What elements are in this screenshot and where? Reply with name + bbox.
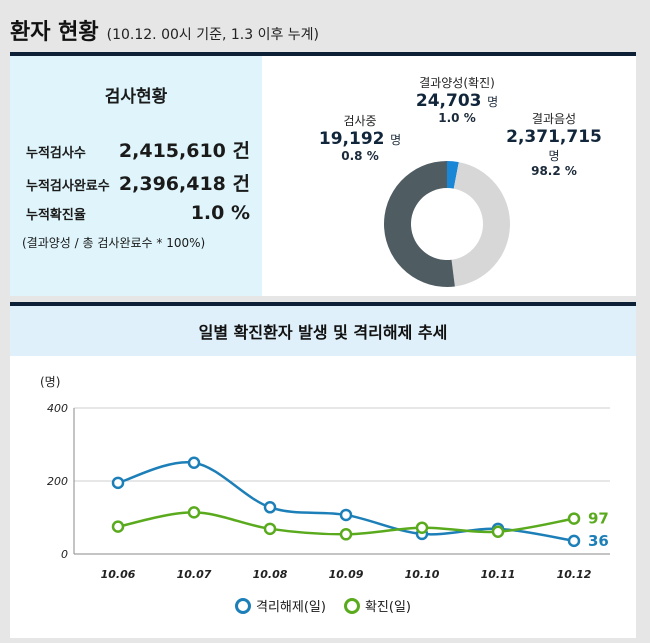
stat-row-positive-rate: 누적확진율 1.0 % xyxy=(26,202,250,224)
stat-note: (결과양성 / 총 검사완료수 * 100%) xyxy=(22,236,206,250)
stat-row-total-tests: 누적검사수 2,415,610 건 xyxy=(26,136,250,163)
page-subtitle: (10.12. 00시 기준, 1.3 이후 누계) xyxy=(106,27,320,43)
x-tick-label: 10.10 xyxy=(405,568,440,581)
donut-label-testing: 검사중 19,192 명 0.8 % xyxy=(310,112,410,163)
x-tick-label: 10.06 xyxy=(101,568,136,581)
donut-label-name: 검사중 xyxy=(343,114,377,128)
data-point xyxy=(111,520,125,533)
legend-marker-released xyxy=(235,597,251,614)
donut-slice-negative xyxy=(451,162,510,287)
donut-label-unit: 명 xyxy=(548,149,560,163)
y-tick-label: 200 xyxy=(47,475,68,488)
data-point xyxy=(567,534,581,548)
data-point xyxy=(339,528,353,541)
donut-label-value: 19,192 xyxy=(318,129,385,149)
legend-marker-confirmed xyxy=(343,597,360,614)
data-point xyxy=(415,521,429,534)
data-point xyxy=(567,512,581,525)
legend-item-confirmed: 확진(일) xyxy=(343,596,411,615)
test-status-box: 검사현황 누적검사수 2,415,610 건 누적검사완료수 2,396,418… xyxy=(10,56,262,296)
chart-title: 일별 확진환자 발생 및 격리해제 추세 xyxy=(198,323,448,342)
stat-label: 누적검사수 xyxy=(26,146,86,161)
legend-label: 확진(일) xyxy=(364,600,411,615)
x-tick-label: 10.08 xyxy=(253,568,288,581)
stat-row-completed-tests: 누적검사완료수 2,396,418 건 xyxy=(26,169,250,196)
chart-legend: 격리해제(일) 확진(일) xyxy=(10,596,636,615)
legend-item-released: 격리해제(일) xyxy=(235,596,326,615)
y-tick-label: 400 xyxy=(47,402,68,415)
donut-label-negative: 결과음성 2,371,715 명 98.2 % xyxy=(494,110,614,178)
line-chart: (명) 0 200 400 10.06 10.07 10.08 10.09 10.10 10.11… xyxy=(40,375,610,581)
end-value-label: 36 xyxy=(588,532,609,550)
chart-title-bar: 일별 확진환자 발생 및 격리해제 추세 xyxy=(10,306,636,356)
stat-label: 누적확진율 xyxy=(26,208,86,223)
page-header: 환자 현황 (10.12. 00시 기준, 1.3 이후 누계) xyxy=(10,14,319,48)
x-tick-label: 10.12 xyxy=(557,568,592,581)
x-tick-label: 10.09 xyxy=(329,568,364,581)
donut-label-unit: 명 xyxy=(487,95,499,109)
donut-slice-testing xyxy=(384,161,455,287)
legend-label: 격리해제(일) xyxy=(256,600,326,615)
end-value-label: 97 xyxy=(588,510,609,528)
stat-label: 누적검사완료수 xyxy=(26,179,110,194)
data-point xyxy=(263,522,277,536)
page-title: 환자 현황 xyxy=(10,20,99,45)
data-point xyxy=(187,506,201,519)
data-point xyxy=(491,525,505,538)
donut-label-positive: 결과양성(확진) 24,703 명 1.0 % xyxy=(382,74,532,125)
data-point xyxy=(187,456,201,469)
stat-value: 1.0 % xyxy=(190,202,250,224)
status-panel: 검사현황 누적검사수 2,415,610 건 누적검사완료수 2,396,418… xyxy=(10,52,636,296)
trend-panel: 일별 확진환자 발생 및 격리해제 추세 (명) 0 200 400 10.06 10.0… xyxy=(10,302,636,638)
data-point xyxy=(263,501,277,514)
stat-value: 2,396,418 건 xyxy=(118,173,250,195)
donut-label-name: 결과양성(확진) xyxy=(419,76,495,90)
y-axis-label: (명) xyxy=(40,375,60,389)
stat-value: 2,415,610 건 xyxy=(118,140,250,162)
x-tick-label: 10.07 xyxy=(177,568,212,581)
donut-label-pct: 1.0 % xyxy=(438,111,476,125)
donut-chart xyxy=(384,161,510,287)
donut-label-unit: 명 xyxy=(390,133,402,147)
donut-label-value: 2,371,715 xyxy=(506,127,602,147)
x-tick-label: 10.11 xyxy=(481,568,516,581)
test-status-title: 검사현황 xyxy=(104,87,168,107)
donut-label-name: 결과음성 xyxy=(531,112,577,126)
data-point xyxy=(111,476,125,490)
y-tick-label: 0 xyxy=(61,548,68,561)
donut-area: 결과양성(확진) 24,703 명 1.0 % 검사중 19,192 명 0.8… xyxy=(262,56,636,296)
donut-label-pct: 98.2 % xyxy=(531,164,577,178)
donut-label-value: 24,703 xyxy=(415,91,482,111)
donut-label-pct: 0.8 % xyxy=(341,149,379,163)
data-point xyxy=(339,508,353,522)
donut-slice-positive xyxy=(447,161,459,189)
